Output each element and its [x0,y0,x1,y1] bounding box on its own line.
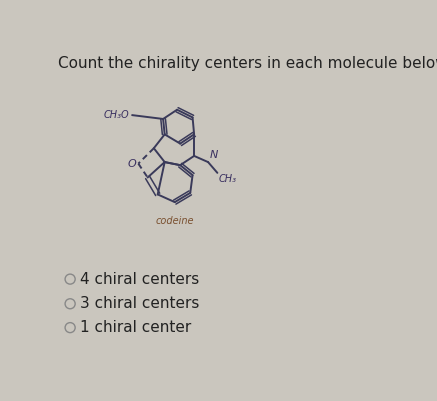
Text: 4 chiral centers: 4 chiral centers [80,271,199,287]
Text: 3 chiral centers: 3 chiral centers [80,296,200,311]
Text: Count the chirality centers in each molecule below.: Count the chirality centers in each mole… [59,56,437,71]
Text: O: O [127,159,136,168]
Text: codeine: codeine [156,216,194,226]
Text: CH₃O: CH₃O [104,110,129,120]
Text: 1 chiral center: 1 chiral center [80,320,191,335]
Text: CH₃: CH₃ [219,174,237,184]
Text: N: N [210,150,218,160]
